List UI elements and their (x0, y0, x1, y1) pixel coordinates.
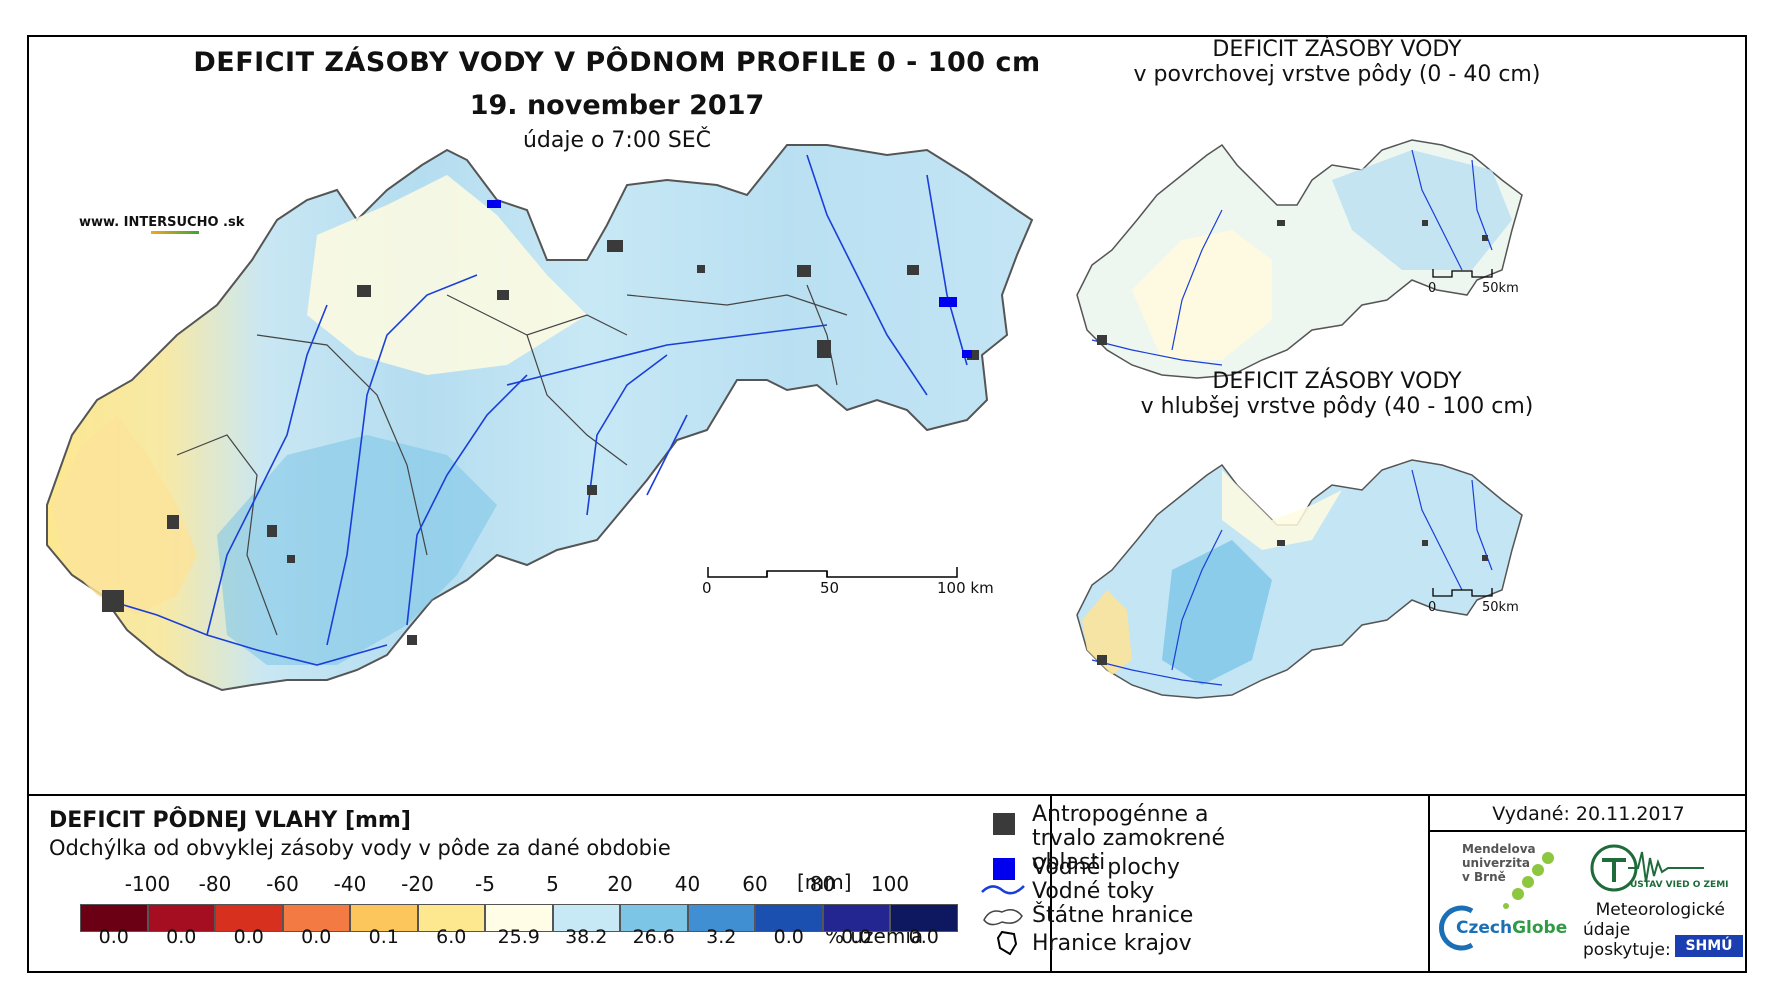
main-scale-bar (707, 567, 958, 578)
inset-bottom-scale-bar (1432, 588, 1493, 597)
logos-divider (1428, 796, 1430, 973)
meteo-data-provider-text-2: údaje poskytuje: (1583, 920, 1671, 960)
legend-threshold-label: -80 (198, 872, 232, 896)
inset-top-title-line1: DEFICIT ZÁSOBY VODY (1212, 37, 1462, 62)
region-border-icon (996, 930, 1018, 956)
legend-percent-value: 0.0 (773, 926, 804, 948)
legend-color-swatch (822, 904, 890, 932)
main-scale-label-100: 100 km (937, 579, 994, 597)
legend-threshold-label: -100 (124, 872, 171, 896)
legend-percent-value: 3.2 (706, 926, 737, 948)
inset-bottom-map (1076, 459, 1523, 699)
legend-threshold-label: 60 (742, 872, 768, 896)
legend-color-swatch (147, 904, 215, 932)
inset-top-scale-0: 0 (1428, 281, 1437, 296)
mendel-logo-text: Mendelova univerzita v Brně (1462, 842, 1536, 884)
legend-subtitle: Odchýlka od obvyklej zásoby vody v pôde … (49, 836, 671, 860)
main-scale-label-50: 50 (820, 579, 840, 597)
water-courses-icon (981, 885, 1025, 895)
main-map-time-note: údaje o 7:00 SEČ (522, 128, 712, 153)
main-map (46, 144, 1034, 692)
legend-color-swatch (485, 904, 553, 932)
legend-color-swatch (417, 904, 485, 932)
legend-divider (1050, 796, 1052, 973)
website-label: www. INTERSUCHO .sk (79, 215, 245, 230)
czechglobe-logo: CzechGlobe (1456, 918, 1568, 938)
ustav-vied-o-zemi-logo (1590, 844, 1704, 892)
legend-percent-value: 25.9 (497, 926, 540, 948)
inset-top-scale-bar (1432, 269, 1493, 278)
inset-bottom-scale-50: 50km (1482, 600, 1519, 615)
legend-color-swatch (350, 904, 418, 932)
legend-color-swatch (215, 904, 283, 932)
inset-bottom-title-line2: v hlubšej vrstve pôdy (40 - 100 cm) (1140, 394, 1534, 419)
legend-percent-value: 6.0 (436, 926, 467, 948)
rivers (106, 154, 968, 666)
legend-threshold-label: -5 (475, 872, 495, 896)
legend-percent-value: 0.0 (98, 926, 129, 948)
meteo-data-provider-text: Meteorologické (1595, 900, 1725, 920)
region-borders (176, 284, 848, 636)
legend-percent-value: 0.0 (908, 926, 939, 948)
dry-region-west (52, 415, 197, 615)
legend-color-swatch (282, 904, 350, 932)
region-border-label: Hranice krajov (1032, 931, 1192, 956)
czechglobe-arc (1439, 905, 1474, 951)
slovakia-outline (46, 144, 1034, 692)
legend-color-swatch (755, 904, 823, 932)
main-map-date: 19. november 2017 (469, 90, 765, 121)
legend-percent-value: 0.0 (233, 926, 264, 948)
mendel-logo-dots (1503, 852, 1554, 909)
state-border-label: Štátne hranice (1032, 903, 1194, 928)
issued-divider (1428, 830, 1747, 832)
legend-title: DEFICIT PÔDNEJ VLAHY [mm] (49, 808, 411, 833)
legend-color-swatch (552, 904, 620, 932)
inset-top-title-line2: v povrchovej vrstve pôdy (0 - 40 cm) (1133, 62, 1541, 87)
legend-panel: DEFICIT PÔDNEJ VLAHY [mm] Odchýlka od ob… (27, 796, 1747, 973)
inset-bottom-outline (1076, 459, 1523, 699)
legend-color-swatch (620, 904, 688, 932)
water-courses-label: Vodné toky (1032, 879, 1155, 904)
main-scale-label-0: 0 (702, 579, 712, 597)
legend-percent-value: 0.0 (841, 926, 872, 948)
shmu-logo: SHMÚ (1675, 935, 1743, 957)
legend-threshold-label: 20 (607, 872, 633, 896)
inset-bottom-title-line1: DEFICIT ZÁSOBY VODY (1212, 369, 1462, 394)
legend-color-swatch (687, 904, 755, 932)
anthropogenic-label: Antropogénne a trvalo zamokrené oblasti (1032, 802, 1225, 875)
inset-top-map (1076, 139, 1523, 379)
website-underline (151, 231, 199, 234)
water-areas-swatch (993, 858, 1015, 880)
legend-percent-value: 0.0 (166, 926, 197, 948)
legend-threshold-label: -20 (401, 872, 434, 896)
legend-percent-value: 38.2 (565, 926, 608, 948)
legend-threshold-label: 40 (674, 872, 701, 896)
ustav-vied-o-zemi-text: ÚSTAV VIED O ZEMI (1630, 880, 1729, 890)
legend-percent-value: 0.1 (368, 926, 399, 948)
legend-threshold-label: -60 (266, 872, 299, 896)
pale-region-north (307, 175, 587, 375)
inset-top-scale-50: 50km (1482, 281, 1519, 296)
water-bodies (487, 200, 972, 358)
legend-color-swatch (890, 904, 958, 932)
map-panel: DEFICIT ZÁSOBY VODY V PÔDNOM PROFILE 0 -… (27, 35, 1747, 796)
legend-color-swatch (80, 904, 148, 932)
legend-threshold-label: 80 (809, 872, 836, 896)
issued-date: Vydané: 20.11.2017 (1492, 803, 1685, 825)
urban-areas (102, 240, 979, 645)
legend-threshold-label: 100 (870, 872, 910, 896)
legend-threshold-label: -40 (333, 872, 367, 896)
legend-unit: [mm] (797, 870, 852, 894)
main-map-title: DEFICIT ZÁSOBY VODY V PÔDNOM PROFILE 0 -… (193, 47, 1041, 78)
inset-bottom-scale-0: 0 (1428, 600, 1437, 615)
water-areas-label: Vodné plochy (1032, 855, 1180, 880)
anthropogenic-swatch (993, 813, 1015, 835)
state-border-icon (983, 909, 1023, 926)
wet-region-south (217, 435, 497, 665)
legend-percent-value: 0.0 (301, 926, 332, 948)
legend-percent-value: 26.6 (632, 926, 675, 948)
legend-threshold-label: 5 (546, 872, 559, 896)
